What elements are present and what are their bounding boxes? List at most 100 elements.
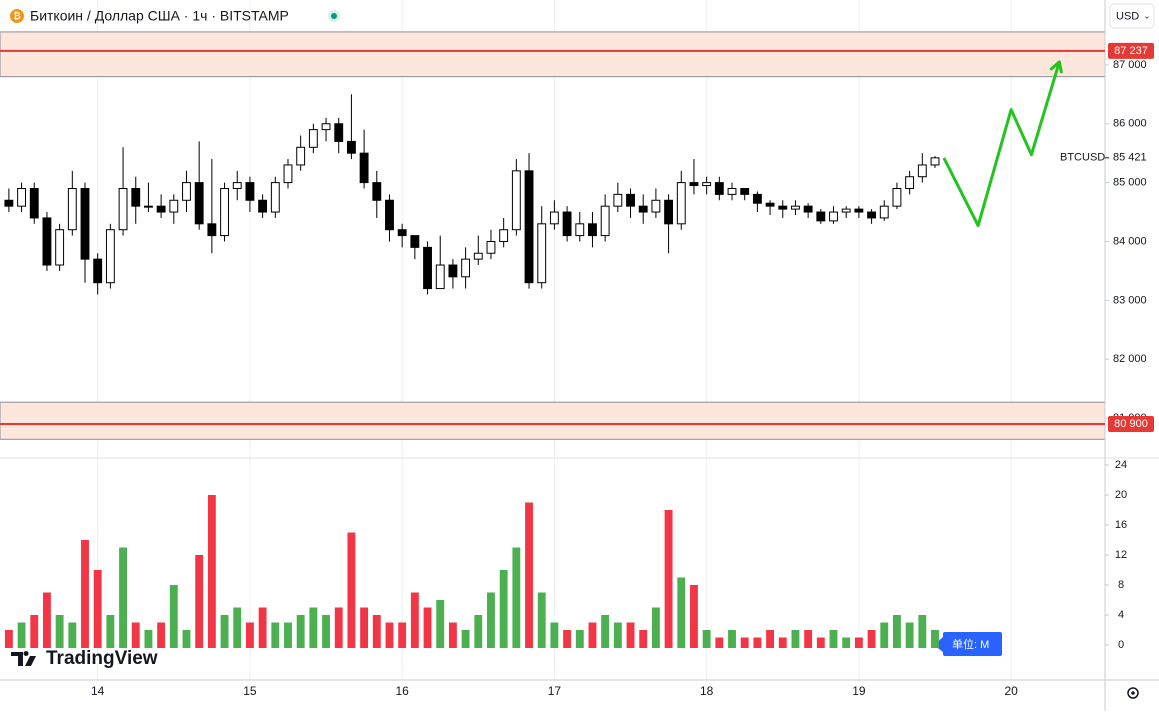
volume-bar: [284, 622, 292, 648]
candle-body: [626, 193, 635, 207]
candle-body: [435, 264, 445, 290]
projection-arrowhead: [1049, 60, 1063, 74]
volume-bar: [766, 630, 775, 648]
candle-body: [727, 187, 737, 195]
volume-bar: [588, 622, 597, 648]
candle-body: [689, 182, 699, 187]
y-tick-label: 87 000: [1113, 59, 1147, 71]
volume-bar: [448, 622, 457, 648]
candle-body: [638, 205, 648, 213]
volume-bar: [487, 592, 495, 648]
volume-bar: [613, 622, 622, 648]
candle-body: [194, 182, 204, 225]
symbol-title[interactable]: Биткоин / Доллар США · 1ч · BITSTAMP: [30, 8, 289, 24]
currency-caret: ⌄: [1144, 12, 1151, 21]
candle-body: [169, 199, 179, 213]
candle-body: [879, 205, 889, 219]
candle-body: [740, 187, 750, 195]
candle-body: [448, 264, 458, 278]
candle-body: [359, 152, 369, 184]
candle-body: [854, 208, 864, 213]
volume-bar: [931, 630, 939, 648]
candle-body: [220, 187, 229, 237]
candle-body: [334, 123, 344, 142]
volume-bar: [563, 630, 572, 648]
y-tick-label: 12: [1115, 549, 1127, 561]
volume-bar: [68, 622, 77, 648]
volume-bar: [220, 615, 229, 648]
brand-name: TradingView: [46, 648, 158, 669]
candle-body: [765, 202, 775, 207]
volume-bar: [677, 577, 686, 648]
volume-bar: [398, 622, 407, 648]
volume-bar: [778, 637, 787, 648]
volume-bar: [131, 622, 140, 648]
volume-bar: [119, 547, 127, 648]
projection-line: [942, 61, 1061, 228]
candle-body: [499, 229, 509, 242]
level-badge: [1108, 415, 1154, 432]
price-zone: [0, 401, 1106, 440]
candle-body: [905, 176, 915, 189]
volume-bar: [296, 615, 305, 648]
x-tick-label: 16: [395, 684, 409, 698]
volume-bar: [423, 607, 432, 648]
candle-body: [105, 229, 115, 284]
candle-body: [791, 205, 800, 210]
candle-body: [511, 170, 521, 231]
x-tick-label: 15: [243, 684, 257, 698]
candle-body: [600, 205, 610, 237]
candle-body: [816, 211, 826, 222]
status-dot: [331, 13, 337, 19]
volume-bar: [30, 615, 39, 648]
y-tick-label: 83 000: [1113, 294, 1147, 306]
candle-body: [296, 146, 306, 166]
volume-bar: [360, 607, 369, 648]
x-tick-label: 20: [1004, 684, 1018, 698]
candle-body: [144, 205, 153, 208]
volume-bar: [651, 607, 660, 648]
volume-bar: [880, 622, 889, 648]
candle-body: [829, 211, 838, 222]
volume-bar: [639, 630, 648, 648]
candle-body: [156, 205, 166, 213]
candle-body: [752, 193, 762, 204]
volume-bar: [905, 622, 914, 648]
candle-body: [93, 258, 103, 284]
candle-body: [588, 223, 597, 237]
candle-body: [207, 223, 217, 237]
volume-bar: [106, 615, 115, 648]
volume-bar: [195, 555, 204, 648]
volume-bar: [715, 637, 724, 648]
candle-body: [182, 182, 191, 201]
volume-bar: [804, 630, 813, 648]
volume-bar: [854, 637, 863, 648]
candle-body: [473, 252, 483, 260]
x-tick-label: 18: [700, 684, 714, 698]
volume-bar: [309, 607, 318, 648]
volume-bar: [17, 622, 26, 648]
unit-label: 单位: M: [952, 637, 989, 651]
candle-body: [17, 187, 27, 207]
y-tick-label: 86 000: [1113, 118, 1147, 130]
currency[interactable]: USD: [1116, 10, 1139, 22]
candle-body: [917, 164, 927, 178]
candle-body: [283, 164, 293, 184]
candle-body: [562, 211, 572, 237]
y-tick-label: 24: [1115, 459, 1127, 471]
volume-bar: [893, 615, 901, 648]
volume-bar: [169, 585, 178, 648]
y-tick-label: 4: [1118, 609, 1124, 621]
symbol-label: BTCUSD: [1060, 152, 1105, 164]
settings-button[interactable]: [1127, 687, 1139, 699]
candle-body: [867, 211, 877, 219]
candle-body: [346, 140, 356, 154]
brand-logo[interactable]: TradingView: [11, 648, 158, 669]
volume-bar: [258, 607, 267, 648]
candle-body: [714, 182, 724, 195]
volume-bar: [410, 592, 419, 648]
currency-button[interactable]: [1109, 3, 1155, 29]
volume-bar: [601, 615, 610, 648]
candle-body: [321, 123, 331, 131]
candle-body: [232, 182, 242, 189]
